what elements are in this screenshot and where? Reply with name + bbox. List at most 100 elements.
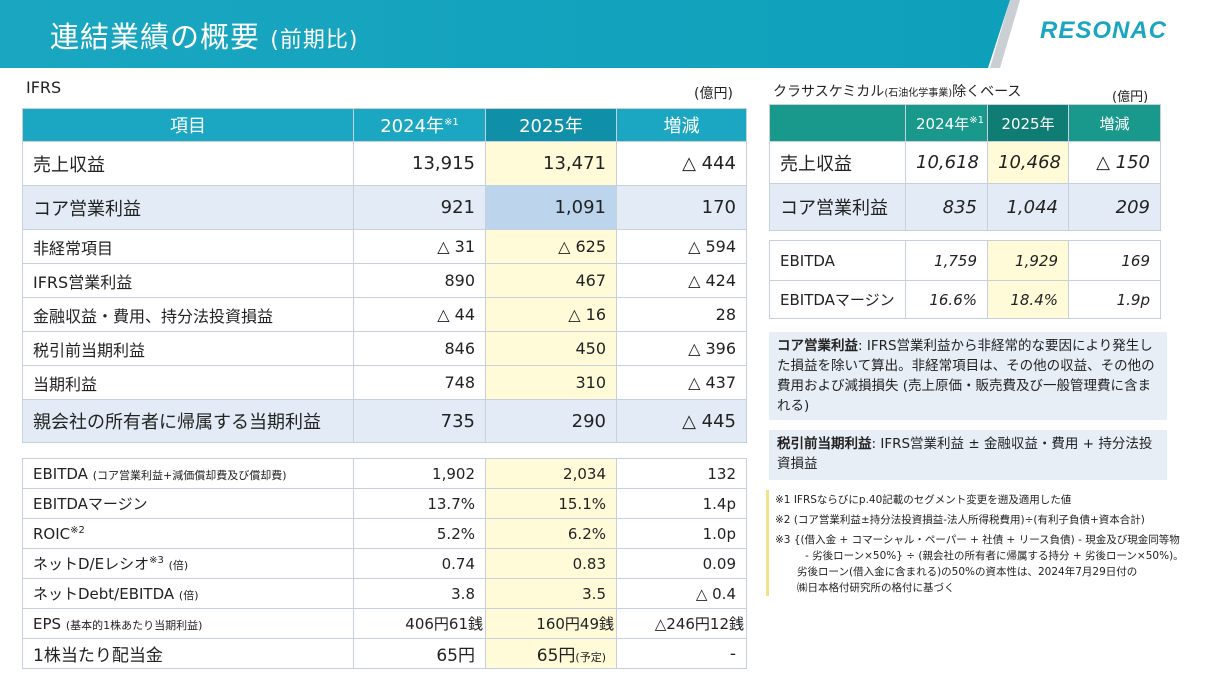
excl-table: 2024年※1 2025年 増減 売上収益 10,618 10,468 △ 150 コア… [769, 104, 1161, 231]
col-item [769, 104, 906, 142]
row-label-sub: (倍) [178, 589, 199, 602]
note-term: 税引前当期利益 [777, 436, 872, 452]
excl-ebitda-table: EBITDA 1,759 1,929 169 EBITDAマージン 16.6% 18.4% 1… [769, 240, 1161, 319]
col-2024-label: 2024年 [916, 114, 970, 133]
row-label: IFRS営業利益 [22, 263, 354, 298]
table-row: EBITDA (コア営業利益+減価償却費及び償却費) 1,902 2,034 132 [22, 458, 747, 489]
table-row: コア営業利益 921 1,091 170 [22, 185, 747, 230]
right-label-main: クラサスケミカル [773, 84, 885, 100]
value-2024: 0.74 [353, 548, 486, 579]
table-row: 金融収益・費用、持分法投資損益 △ 44 △ 16 28 [22, 297, 747, 332]
table-row: ROIC※2 5.2% 6.2% 1.0p [22, 518, 747, 549]
row-label: コア営業利益 [22, 185, 354, 230]
table-row: IFRS営業利益 890 467 △ 424 [22, 263, 747, 298]
footnote-2: ※2 (コア営業利益±持分法投資損益-法人所得税費用)÷(有利子負債+資本合計) [775, 514, 1145, 526]
right-label: クラサスケミカル(石油化学事業)除くベース [773, 81, 1021, 101]
table-header: 項目 2024年※1 2025年 増減 [22, 108, 747, 142]
table-row: EBITDA 1,759 1,929 169 [769, 240, 1161, 281]
note-pretax-profit: 税引前当期利益: IFRS営業利益 ± 金融収益・費用 + 持分法投資損益 [769, 430, 1167, 480]
value-diff: 169 [1068, 240, 1161, 281]
row-label: EPS (基本的1株あたり当期利益) [22, 608, 354, 639]
row-label: コア営業利益 [769, 183, 906, 231]
table-row: 税引前当期利益 846 450 △ 396 [22, 331, 747, 366]
row-label: 1株当たり配当金 [22, 638, 354, 669]
row-label: 親会社の所有者に帰属する当期利益 [22, 399, 354, 443]
ifrs-table: 項目 2024年※1 2025年 増減 売上収益 13,915 13,471 △ 44… [22, 108, 747, 443]
value-diff: 1.4p [616, 488, 747, 519]
value-2025: 310 [485, 365, 617, 400]
col-2025: 2025年 [987, 104, 1069, 142]
table-row: EPS (基本的1株あたり当期利益) 406円61銭 160円49銭 △246円12銭 [22, 608, 747, 639]
footnote-3-line3: 劣後ローン(借入金に含まれる)の50%の資本性は、2024年7月29日付の [797, 566, 1138, 578]
table-row: 当期利益 748 310 △ 437 [22, 365, 747, 400]
value-2025: 15.1% [485, 488, 617, 519]
note-text: : IFRS営業利益から非経常的な要因により発生した損益を除いて算出。非経常項目… [777, 338, 1155, 414]
value-diff: 28 [616, 297, 747, 332]
resonac-logo: RESONAC [1040, 17, 1168, 44]
value-2025: 2,034 [485, 458, 617, 489]
right-label-sub: (石油化学事業) [884, 88, 953, 99]
row-label: 非経常項目 [22, 229, 354, 264]
value-diff: 1.0p [616, 518, 747, 549]
value-2024: 10,618 [905, 141, 988, 184]
ifrs-label: IFRS [26, 78, 62, 97]
value-2024: 13,915 [353, 141, 486, 186]
note-text: : IFRS営業利益 ± 金融収益・費用 + 持分法投資損益 [777, 436, 1153, 472]
value-2025-text: 160円49銭 [536, 615, 614, 633]
row-label: EBITDAマージン [22, 488, 354, 519]
row-label: EBITDA (コア営業利益+減価償却費及び償却費) [22, 458, 354, 489]
row-note: ※2 [70, 524, 85, 536]
row-label-text: 1株当たり配当金 [33, 646, 163, 666]
col-item: 項目 [22, 108, 354, 142]
value-2024: 735 [353, 399, 486, 443]
footnote-3: ※3 {(借入金 + コマーシャル・ペーパー + 社債 + リース負債) - 現… [775, 534, 1180, 546]
note-term: コア営業利益 [777, 338, 858, 354]
value-2025-text: 15.1% [558, 494, 606, 513]
col-note: ※1 [444, 117, 459, 128]
row-label-sub: (倍) [168, 559, 189, 572]
col-2024: 2024年※1 [905, 104, 988, 142]
row-label: EBITDAマージン [769, 280, 906, 319]
table-row: 1株当たり配当金 65円 65円(予定) - [22, 638, 747, 669]
row-label-text: ROIC [33, 524, 71, 543]
table-row: 親会社の所有者に帰属する当期利益 735 290 △ 445 [22, 399, 747, 443]
col-2024: 2024年※1 [353, 108, 486, 142]
value-2025: 1,044 [987, 183, 1069, 231]
row-label: 売上収益 [22, 141, 354, 186]
value-diff: 209 [1068, 183, 1161, 231]
table-row: ネットD/Eレシオ※3 (倍) 0.74 0.83 0.09 [22, 548, 747, 579]
col-diff: 増減 [616, 108, 747, 142]
value-diff: △ 445 [616, 399, 747, 443]
value-diff: - [616, 638, 747, 669]
value-2025: 65円(予定) [485, 638, 617, 669]
col-2024-label: 2024年 [380, 116, 445, 137]
row-label: ネットDebt/EBITDA (倍) [22, 578, 354, 609]
value-2025: 18.4% [987, 280, 1069, 319]
value-2024: 835 [905, 183, 988, 231]
table-row: 売上収益 10,618 10,468 △ 150 [769, 141, 1161, 184]
value-2024: 1,902 [353, 458, 486, 489]
value-2025-text: 65円 [536, 646, 576, 666]
footnotes: ※1 IFRSならびにp.40記載のセグメント変更を遡及適用した値 ※2 (コア… [766, 490, 1216, 596]
row-label-sub: (基本的1株あたり当期利益) [65, 618, 203, 632]
value-diff: △ 594 [616, 229, 747, 264]
table-row: 売上収益 13,915 13,471 △ 444 [22, 141, 747, 186]
row-label: 当期利益 [22, 365, 354, 400]
value-2024: 13.7% [353, 488, 486, 519]
table-row: コア営業利益 835 1,044 209 [769, 183, 1161, 231]
footnote-3-line2: - 劣後ローン×50%} ÷ (親会社の所有者に帰属する持分 + 劣後ローン×5… [805, 550, 1184, 562]
col-diff: 増減 [1068, 104, 1161, 142]
ifrs-kpi-table: EBITDA (コア営業利益+減価償却費及び償却費) 1,902 2,034 132 E… [22, 458, 747, 669]
table-header: 2024年※1 2025年 増減 [769, 104, 1161, 142]
value-2024: △ 44 [353, 297, 486, 332]
row-label-text: ネットD/Eレシオ [33, 555, 150, 573]
page-title: 連結業績の概要 (前期比) [50, 14, 358, 56]
value-2024: 406円61銭 [353, 608, 486, 639]
left-unit: (億円) [694, 86, 733, 102]
value-2024: 65円 [353, 638, 486, 669]
value-note: (予定) [575, 651, 606, 664]
value-2024: 890 [353, 263, 486, 298]
footnote-1: ※1 IFRSならびにp.40記載のセグメント変更を遡及適用した値 [775, 494, 1072, 506]
title-suffix: (前期比) [270, 28, 359, 53]
row-label: EBITDA [769, 240, 906, 281]
